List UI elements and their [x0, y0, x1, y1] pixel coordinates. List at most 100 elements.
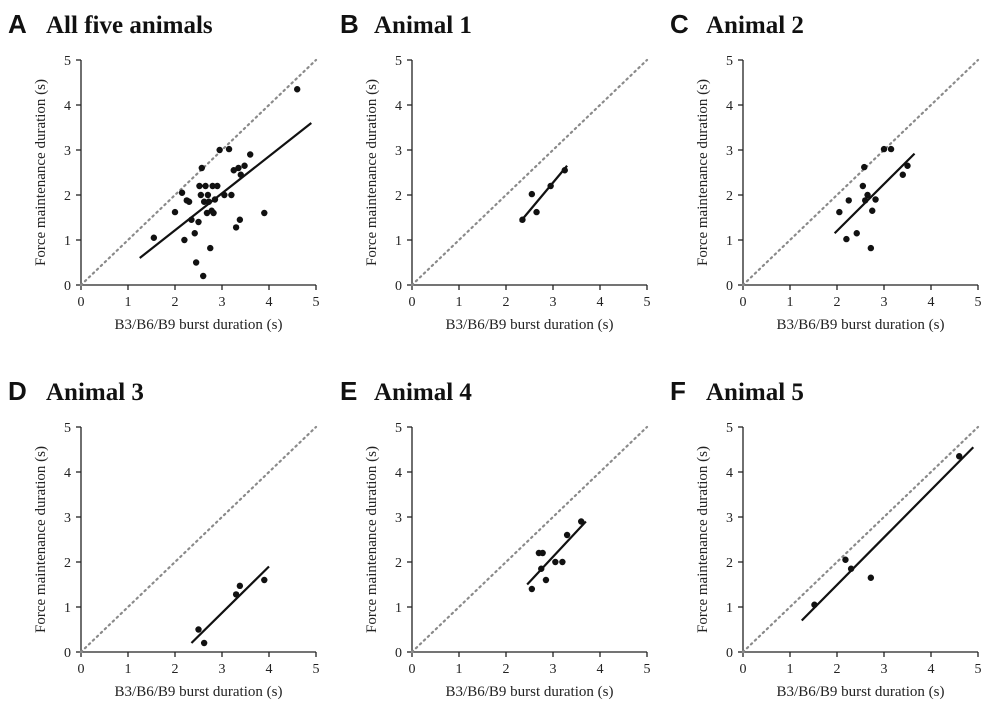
panel-b-point — [519, 216, 526, 223]
panel-e-x-tick-label: 1 — [456, 662, 463, 677]
panel-a-point — [181, 236, 188, 244]
panel-a-title: All five animals — [46, 12, 213, 39]
panel-a-point — [204, 191, 212, 199]
panel-c-point — [843, 235, 850, 243]
panel-a-y-tick-label: 4 — [64, 99, 71, 114]
panel-f-x-label: B3/B6/B9 burst duration (s) — [777, 684, 945, 700]
panel-a-y-tick-label: 2 — [64, 189, 71, 204]
panel-a-point — [235, 164, 242, 172]
panel-a-letter: A — [8, 9, 27, 39]
panel-a-point — [232, 224, 240, 231]
panel-f: F Animal 5 0 1 2 3 4 5 0 1 2 3 4 5 B3/B6/B9 burst dura… — [670, 376, 982, 700]
panel-a-y-label: Force maintenance duration (s) — [33, 79, 49, 266]
panel-e-fit-line — [526, 520, 587, 586]
panel-e-point — [539, 549, 546, 557]
panel-f-point — [847, 565, 855, 572]
panel-a-fit-line — [139, 122, 312, 259]
panel-b-x-tick-label: 3 — [550, 295, 557, 310]
panel-b-x-tick-label: 0 — [409, 295, 416, 310]
panel-f-title: Animal 5 — [706, 379, 804, 406]
panel-b-y-tick-label: 1 — [395, 234, 402, 249]
panel-b-y-tick-label: 3 — [395, 144, 402, 159]
panel-a-y-tick-label: 0 — [64, 279, 71, 294]
panel-a-y-tick-label: 3 — [64, 144, 71, 159]
panel-a-point — [216, 146, 223, 154]
panel-b: B Animal 1 0 1 2 3 4 5 0 1 2 3 4 5 B3/B6/B9 burst dura… — [340, 9, 651, 333]
panel-e-x-tick-label: 2 — [503, 662, 510, 677]
panel-f-x-tick-label: 2 — [834, 662, 841, 677]
panel-c-point — [836, 208, 843, 216]
panel-d-x-tick-label: 3 — [219, 662, 226, 677]
panel-a-point — [210, 209, 217, 217]
panel-c-y-tick-label: 1 — [726, 234, 733, 249]
panel-a-point — [178, 189, 186, 196]
panel-e-x-tick-label: 3 — [550, 662, 557, 677]
panel-c-identity-line — [741, 58, 980, 287]
panel-f-y-label: Force maintenance duration (s) — [695, 446, 711, 633]
panel-a-point — [211, 196, 219, 203]
panel-d-x-tick-label: 5 — [313, 662, 320, 677]
panel-d-point — [200, 639, 208, 647]
panel-b-point — [533, 208, 540, 216]
panel-a-point — [209, 182, 216, 190]
panel-d-x-label: B3/B6/B9 burst duration (s) — [115, 684, 283, 700]
panel-d-x-tick-label: 1 — [125, 662, 132, 677]
panel-a-point — [185, 198, 193, 205]
panel-f-point — [956, 453, 963, 460]
panel-c-point — [862, 197, 869, 204]
panel-a-x-tick-label: 3 — [219, 295, 226, 310]
panel-d-y-tick-label: 1 — [64, 601, 71, 616]
panel-e-point — [578, 518, 585, 525]
panel-b-fit-line — [519, 165, 568, 223]
panel-f-y-tick-label: 1 — [726, 601, 733, 616]
panel-e-point — [528, 585, 536, 593]
panel-f-x-tick-label: 0 — [740, 662, 747, 677]
panel-c-point — [887, 145, 895, 153]
panel-f-point — [842, 556, 849, 563]
panel-a: A All five animals 0 1 2 3 4 5 0 1 2 3 4 5 B3/B6/B9 bu… — [8, 9, 320, 333]
panel-f-y-tick-label: 3 — [726, 511, 733, 526]
panel-f-point — [867, 574, 875, 581]
panel-a-point — [192, 259, 200, 266]
panel-f-y-tick-label: 4 — [726, 466, 733, 481]
panel-b-x-tick-label: 1 — [456, 295, 463, 310]
panel-f-x-tick-label: 4 — [928, 662, 935, 677]
panel-c-y-tick-label: 4 — [726, 99, 733, 114]
panel-c-point — [864, 191, 871, 199]
panel-d-point — [261, 576, 268, 584]
panel-b-letter: B — [340, 9, 359, 39]
panel-d-fit-line — [190, 565, 270, 644]
panel-c-point — [872, 196, 879, 203]
panel-c-x-tick-label: 3 — [881, 295, 888, 310]
panel-f-identity-line — [741, 425, 980, 654]
panel-a-x-tick-label: 2 — [172, 295, 179, 310]
panel-a-point — [202, 182, 209, 190]
panel-c-point — [867, 244, 875, 252]
panel-a-point — [207, 244, 214, 252]
panel-c-x-tick-label: 0 — [740, 295, 747, 310]
panel-e-y-tick-label: 4 — [395, 466, 402, 481]
panel-c-y-tick-label: 3 — [726, 144, 733, 159]
panel-a-point — [241, 162, 248, 169]
panel-c-point — [880, 145, 888, 153]
panel-f-letter: F — [670, 376, 686, 406]
panel-a-point — [171, 208, 179, 216]
panel-d-y-label: Force maintenance duration (s) — [33, 446, 49, 633]
panel-d-y-tick-label: 5 — [64, 421, 71, 436]
panel-e-point — [542, 576, 550, 584]
panel-e-point — [538, 565, 545, 572]
panel-a-point — [228, 191, 235, 199]
panel-a-y-tick-label: 1 — [64, 234, 71, 249]
panel-c-x-tick-label: 2 — [834, 295, 841, 310]
panel-a-x-tick-label: 0 — [78, 295, 85, 310]
panel-a-point — [261, 209, 268, 217]
panel-d-point — [232, 591, 240, 598]
panel-a-point — [191, 230, 198, 237]
panel-a-x-label: B3/B6/B9 burst duration (s) — [115, 317, 283, 333]
panel-a-point — [247, 151, 254, 158]
panel-a-point — [205, 198, 213, 205]
panel-c-x-label: B3/B6/B9 burst duration (s) — [777, 317, 945, 333]
panel-b-title: Animal 1 — [374, 12, 472, 39]
panel-f-y-tick-label: 2 — [726, 556, 733, 571]
panel-c-fit-line — [833, 152, 916, 235]
